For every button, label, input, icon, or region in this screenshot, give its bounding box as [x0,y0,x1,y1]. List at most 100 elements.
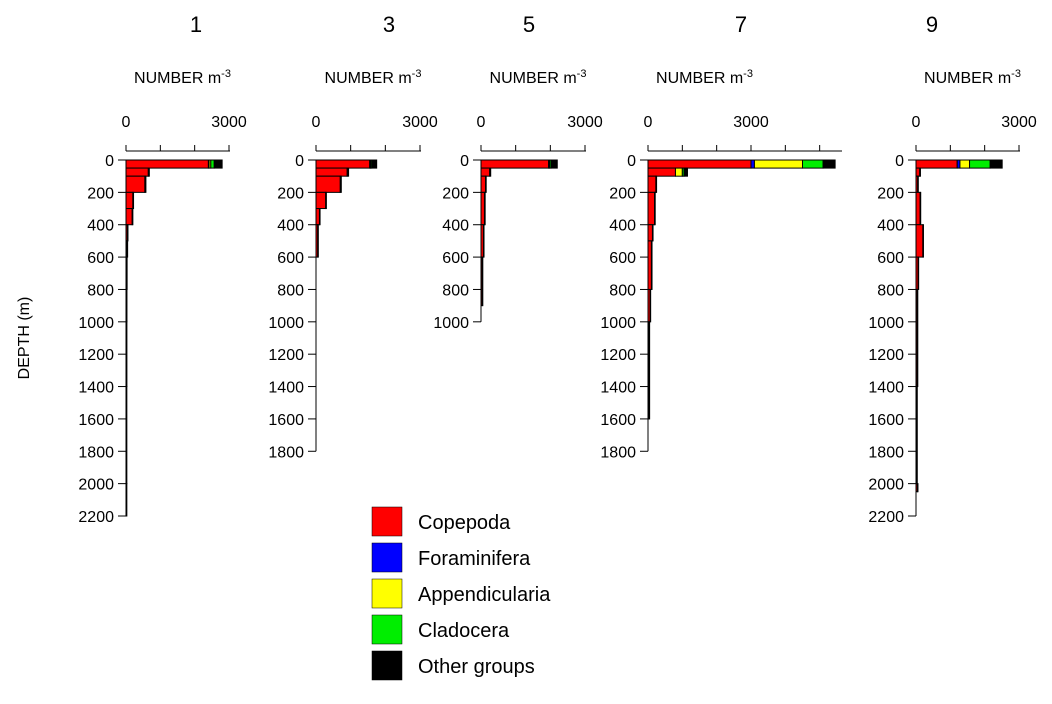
bar-segment-other-groups [125,386,128,485]
bar-segment-copepoda [315,175,341,193]
y-tick-label: 200 [877,185,904,202]
legend: Copepoda Foraminifera Appendicularia Cladoc… [371,506,551,681]
bar-segment-cladocera [802,159,824,169]
bar-segment-other-groups [916,386,918,485]
bar-segment-other-groups [371,159,378,169]
y-tick-label: 200 [609,185,636,202]
bar-segment-copepoda [125,167,149,177]
x-tick-label: 0 [122,114,131,131]
bar-segment-copepoda [480,167,491,177]
y-tick-label: 1200 [868,347,904,364]
bar-segment-copepoda [315,191,327,210]
legend-label: Copepoda [418,512,511,534]
bar-segment-cladocera [969,159,991,169]
y-tick-label: 1400 [268,380,304,397]
y-tick-label: 1000 [600,315,636,332]
y-tick-label: 1000 [78,315,114,332]
y-tick-label: 1800 [868,444,904,461]
y-tick-label: 1600 [268,412,304,429]
y-tick-label: 600 [87,250,114,267]
y-tick-label: 800 [609,282,636,299]
y-tick-label: 600 [277,250,304,267]
bar-segment-other-groups [917,175,919,193]
bar-segment-other-groups [325,191,327,210]
y-tick-label: 200 [277,185,304,202]
bar-segment-copepoda [125,208,133,226]
bar-segment-appendicularia [674,167,683,177]
x-tick-label: 0 [312,114,321,131]
bar-segment-other-groups [919,191,922,226]
bar-segment-other-groups [125,321,128,388]
bar-segment-other-groups [919,167,921,177]
legend-label: Cladocera [418,620,510,642]
bar-segment-other-groups [132,191,135,210]
bar-segment-other-groups [650,240,653,290]
bar-segment-copepoda [480,159,550,169]
legend-label: Foraminifera [418,548,531,570]
y-tick-label: 1600 [868,412,904,429]
y-tick-label: 800 [442,282,469,299]
bar-segment-copepoda [647,167,676,177]
y-tick-label: 1600 [600,412,636,429]
legend-label: Appendicularia [418,584,551,606]
legend-swatch [371,506,403,537]
y-tick-label: 1200 [268,347,304,364]
bar-segment-copepoda [915,191,921,226]
y-tick-label: 1800 [78,444,114,461]
bar-segment-other-groups [648,321,651,420]
x-tick-label: 0 [912,114,921,131]
x-tick-label: 0 [644,114,653,131]
x-tick-label: 3000 [567,114,603,131]
legend-swatch [371,542,403,573]
y-axis-label: DEPTH (m) [16,297,33,380]
station-title: 5 [523,12,535,37]
bar-segment-copepoda [315,208,320,226]
bar-segment-appendicularia [753,159,804,169]
bar-segment-other-groups [126,256,128,290]
x-axis-unit-label: NUMBER m-3 [656,68,753,87]
bar-segment-other-groups [822,159,836,169]
x-tick-label: 3000 [1001,114,1037,131]
bar-segment-other-groups [922,224,924,258]
y-tick-label: 1000 [433,315,469,332]
bar-segment-copepoda [647,175,657,193]
station-panel-1: 1 NUMBER m-3 0 3000 0 200 400 600 800 1000 1200 140… [78,12,246,526]
bar-segment-other-groups [651,224,654,242]
x-axis-unit-label: NUMBER m-3 [134,68,231,87]
bar-segment-other-groups [317,224,319,258]
station-panel-5: 5 NUMBER m-3 0 3000 0 200 400 600 800 1000 [433,12,602,332]
bar-segment-other-groups [144,175,147,193]
bar-segment-copepoda [480,191,485,226]
bar-segment-other-groups [339,175,342,193]
x-axis-unit-label: NUMBER m-3 [490,68,587,87]
y-tick-label: 600 [877,250,904,267]
bar-segment-copepoda [125,175,146,193]
y-tick-label: 1800 [600,444,636,461]
x-tick-label: 3000 [402,114,438,131]
bar-segment-copepoda [647,240,652,290]
y-tick-label: 1200 [78,347,114,364]
y-tick-label: 1600 [78,412,114,429]
bar-segment-copepoda [915,224,924,258]
bar-segment-appendicularia [959,159,971,169]
bar-segment-other-groups [346,167,350,177]
legend-label: Other groups [418,656,535,678]
bar-segment-copepoda [647,191,656,226]
y-tick-label: 2000 [868,477,904,494]
x-tick-label: 3000 [733,114,769,131]
y-tick-label: 400 [609,218,636,235]
y-tick-label: 200 [442,185,469,202]
bar-segment-other-groups [483,191,486,226]
bar-segment-other-groups [125,483,128,517]
bar-segment-other-groups [126,224,129,242]
bar-segment-other-groups [649,288,652,323]
y-tick-label: 1000 [268,315,304,332]
y-tick-label: 1400 [868,380,904,397]
y-tick-label: 600 [609,250,636,267]
y-tick-label: 2200 [78,509,114,526]
y-tick-label: 0 [895,153,904,170]
x-axis-unit-label: NUMBER m-3 [924,68,1021,87]
bar-segment-copepoda [315,167,348,177]
bar-segment-other-groups [482,224,485,258]
